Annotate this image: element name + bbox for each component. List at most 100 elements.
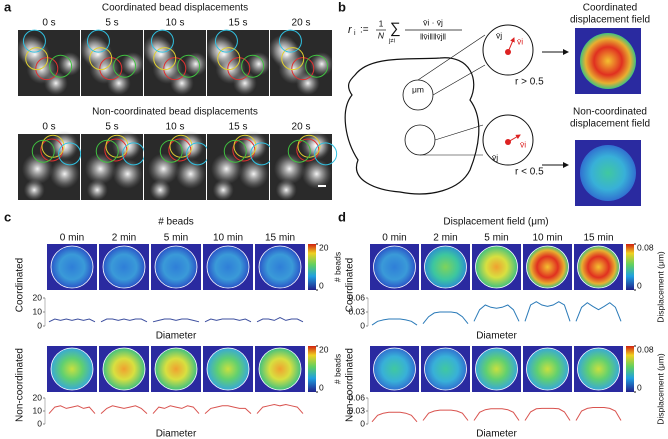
formula-sub: i <box>354 30 356 37</box>
time-label: 15 s <box>229 122 248 133</box>
y-tick-label: 0.06 <box>348 292 365 302</box>
heatmap <box>258 245 302 289</box>
heatmap <box>258 347 302 391</box>
formula-num: 1 <box>379 18 384 28</box>
bead-ring <box>314 142 338 166</box>
bead-ring <box>227 57 251 81</box>
bead-ring <box>232 138 256 162</box>
heatmap <box>50 245 94 289</box>
heatmap <box>577 347 620 391</box>
bead-blob <box>149 179 171 201</box>
y-tick-label: 0 <box>37 320 42 330</box>
row-title: Coordinated bead displacements <box>102 3 248 14</box>
x-axis-label: Diameter <box>476 331 517 342</box>
profile-line <box>152 318 200 323</box>
panel-label: c <box>4 209 11 224</box>
heatmap <box>206 245 250 289</box>
bead-ring <box>95 139 119 163</box>
heatmap <box>373 347 416 391</box>
panel-label: a <box>4 0 12 14</box>
bead-blob <box>247 52 271 76</box>
y-tick-label: 0 <box>360 418 365 428</box>
bead-ring <box>281 47 305 71</box>
bead-ring <box>153 47 177 71</box>
vector <box>507 134 521 143</box>
profile-line <box>422 409 469 421</box>
bead-blob <box>275 179 297 201</box>
profile-line <box>100 405 148 414</box>
bead-ring <box>223 139 247 163</box>
time-label: 2 min <box>112 233 136 244</box>
time-label: 0 min <box>382 233 406 244</box>
colorbar-label: # beads <box>332 252 342 282</box>
panel-a: a Coordinated bead displacements 0 s 5 s 10… <box>4 0 338 201</box>
heatmap <box>154 245 198 289</box>
colorbar-tick-label: 0 <box>319 280 324 290</box>
bead-ring <box>86 29 110 53</box>
profile-line <box>204 318 252 323</box>
caption: displacement field <box>570 15 650 26</box>
time-label: 10 min <box>532 233 562 244</box>
vector-i: v̄i <box>517 36 523 46</box>
profile-line <box>473 304 520 322</box>
bead-blob <box>49 158 80 189</box>
time-label: 10 min <box>213 233 243 244</box>
profile-line <box>256 317 304 323</box>
time-label: 5 min <box>164 233 188 244</box>
colorbar-label: Displacement (μm) <box>655 251 665 323</box>
y-tick-label: 0 <box>360 320 365 330</box>
formula-def: := <box>360 25 369 36</box>
y-tick-label: 10 <box>33 306 43 316</box>
time-label: 15 min <box>583 233 613 244</box>
vector-j: v̄j <box>492 152 498 162</box>
y-tick-label: 10 <box>33 405 43 415</box>
bead-ring <box>113 54 137 78</box>
row-label: Coordinated <box>15 258 26 312</box>
bead-blob <box>238 130 268 161</box>
bead-blob <box>23 179 45 201</box>
vector-j: v̄j <box>496 30 502 40</box>
time-label: 0 s <box>42 18 55 29</box>
bead-ring <box>22 29 46 53</box>
time-label: 20 s <box>292 18 311 29</box>
x-axis-label: Diameter <box>476 429 517 439</box>
profile-line <box>524 301 571 322</box>
colorbar-tick-label: 0 <box>637 280 642 290</box>
bead-blob <box>215 53 246 84</box>
bead-ring <box>104 138 128 162</box>
bead-ring <box>168 138 192 162</box>
bead-blob <box>21 153 53 185</box>
bead-blob <box>301 130 331 161</box>
heatmap <box>475 347 518 391</box>
field-image <box>580 145 636 201</box>
colorbar-tick-label: 0.08 <box>637 242 654 252</box>
field-image <box>580 33 636 89</box>
bead-ring <box>150 29 174 53</box>
heatmap <box>102 245 146 289</box>
y-tick-label: 0.03 <box>348 405 365 415</box>
row-label: Non-coordinated <box>15 348 26 422</box>
colorbar-tick-label: 0.08 <box>637 344 654 354</box>
time-label: 5 min <box>484 233 508 244</box>
profile-line <box>422 311 469 325</box>
panel-title: # beads <box>158 217 194 228</box>
bead-blob <box>84 153 116 185</box>
profile-line <box>256 403 304 414</box>
bead-blob <box>310 52 334 76</box>
colorbar-label: Displacement (μm) <box>655 353 665 425</box>
bead-ring <box>278 29 302 53</box>
formula-frac-den: ‖v̄i‖‖v̄j‖ <box>420 31 446 41</box>
heatmap <box>526 245 569 289</box>
bead-ring <box>287 139 311 163</box>
panel-c: c # beads 0 min 2 min 5 min 10 min 15 min Coo… <box>4 209 342 439</box>
time-label: 5 s <box>105 18 118 29</box>
heatmap <box>475 245 518 289</box>
bead-blob <box>301 158 332 189</box>
time-label: 0 min <box>60 233 84 244</box>
bead-ring <box>35 57 59 81</box>
formula-sum-sub: j≠i <box>388 39 395 45</box>
bead-blob <box>212 179 234 201</box>
heatmap <box>102 347 146 391</box>
panel-label: d <box>338 209 346 224</box>
time-label: 5 s <box>105 122 118 133</box>
